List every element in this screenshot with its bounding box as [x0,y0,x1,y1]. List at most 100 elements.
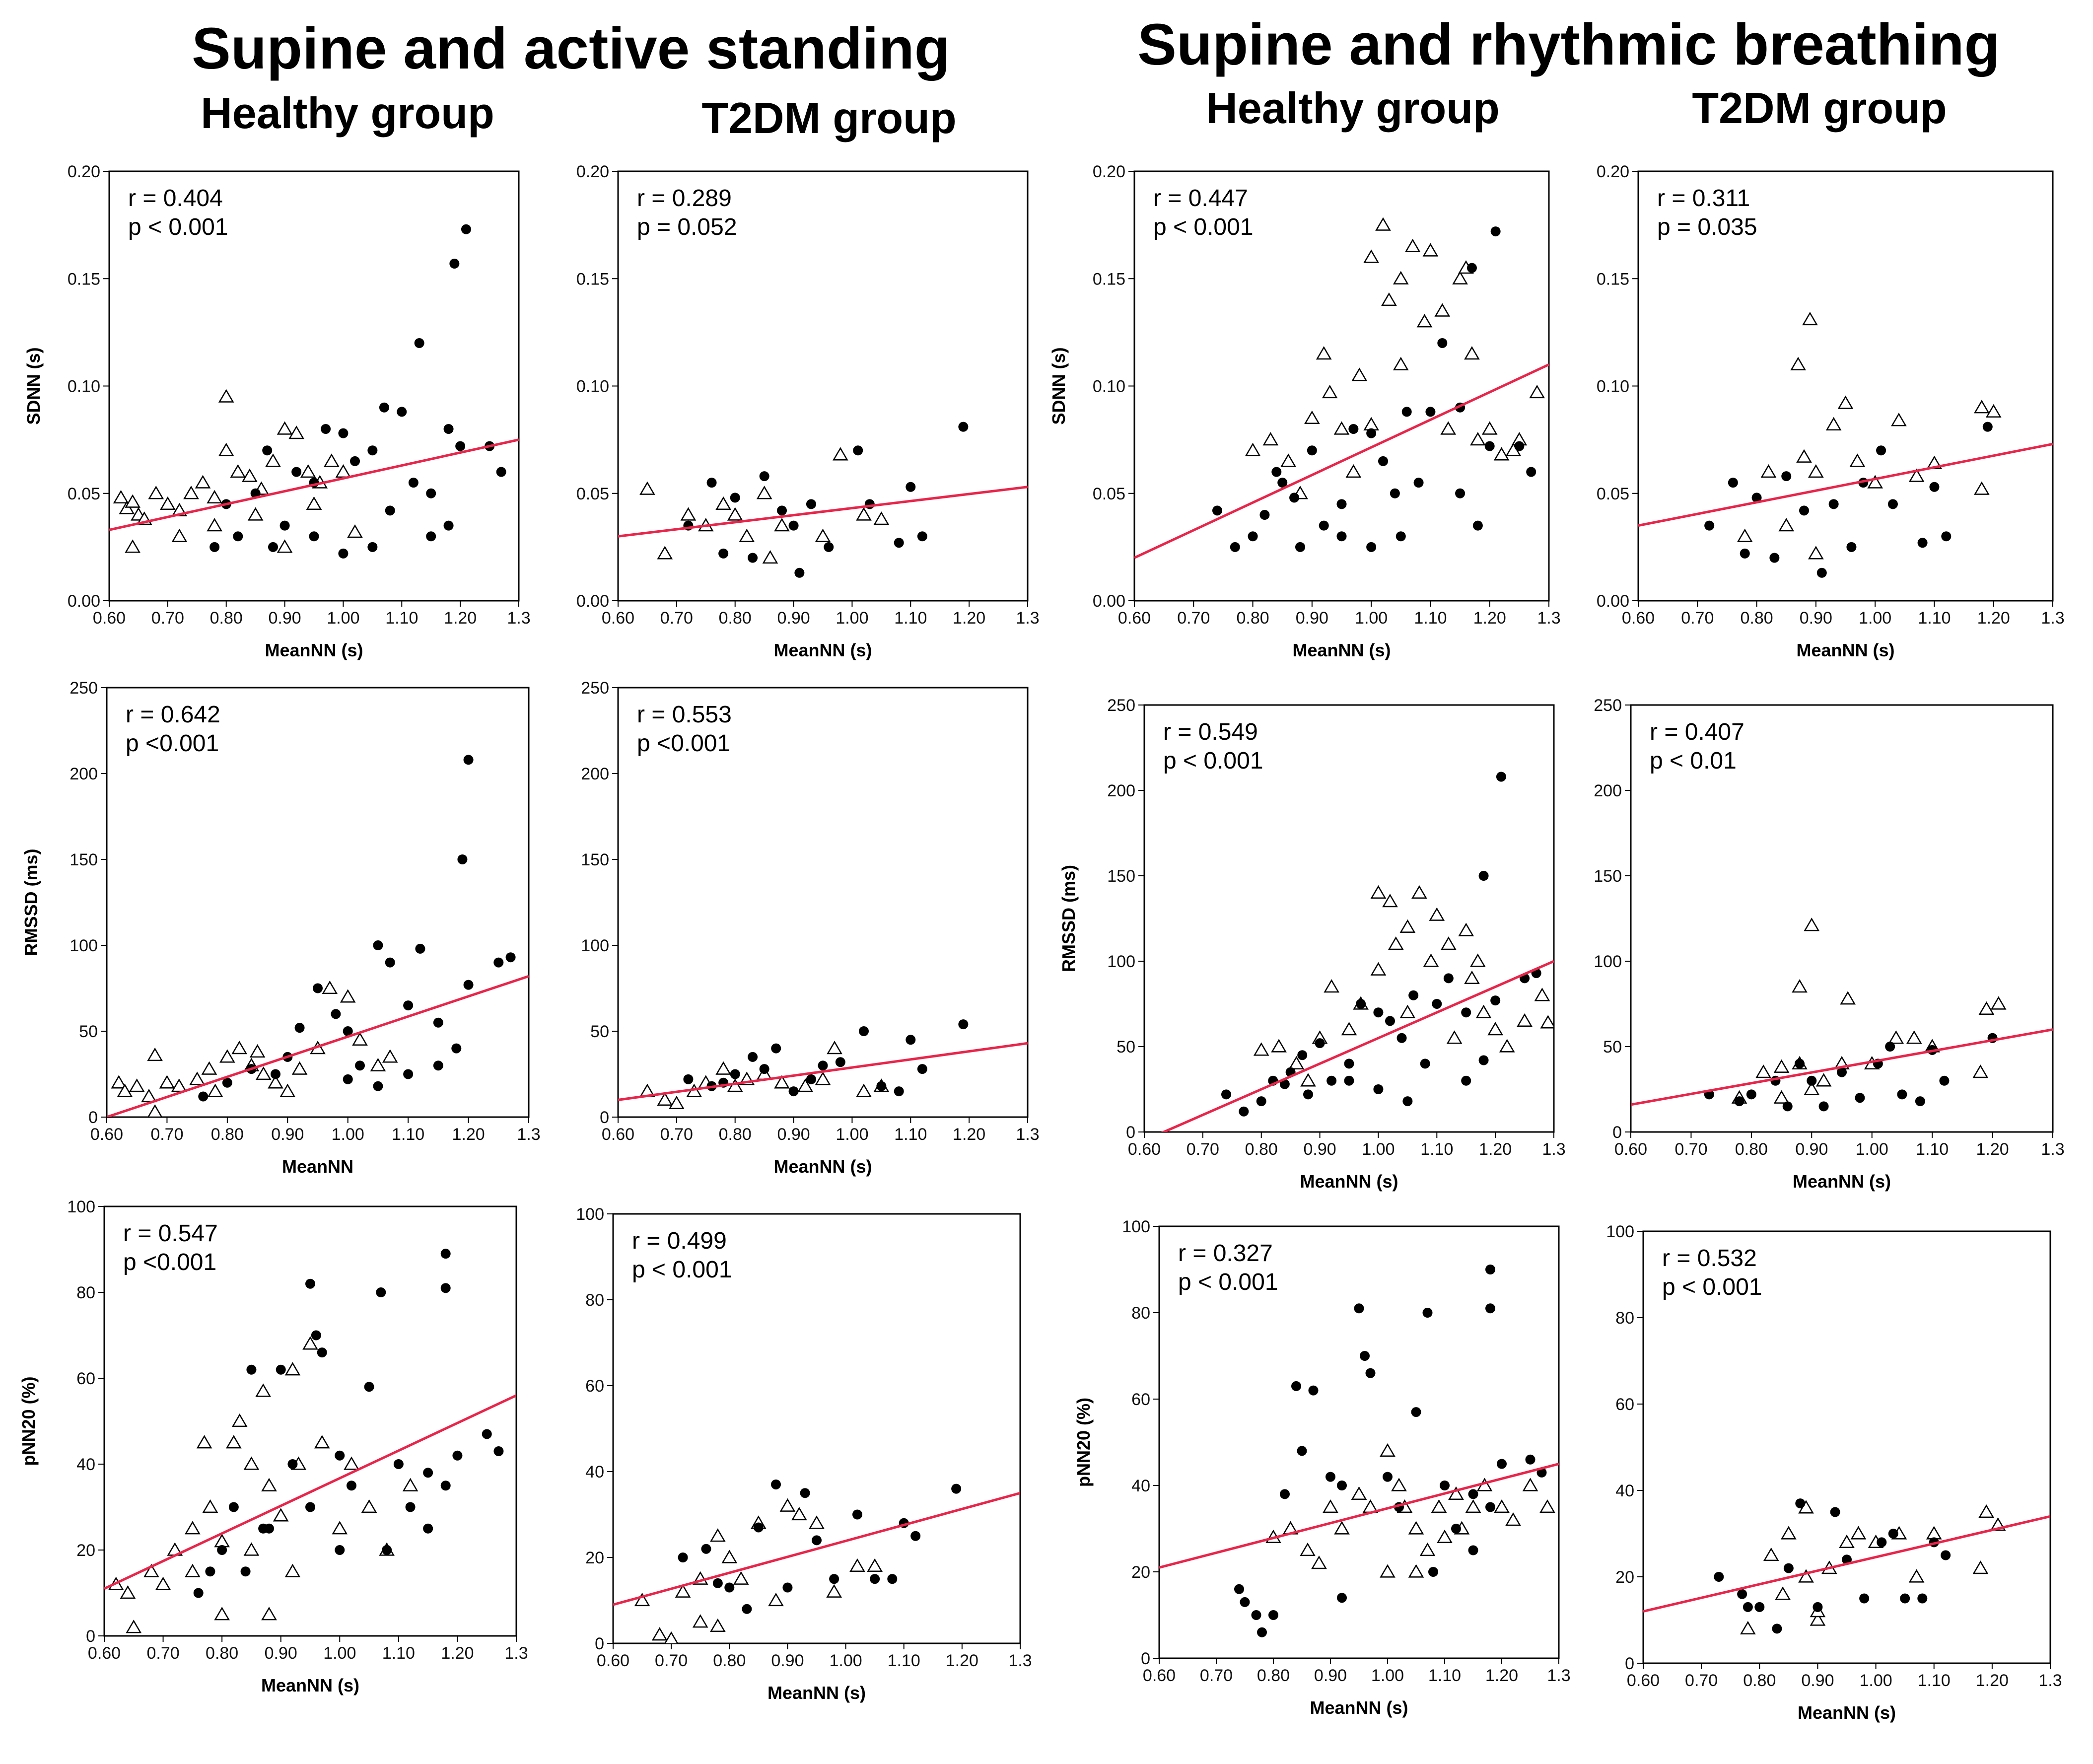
stat-text: p <0.001 [637,730,730,757]
plot-frame [103,1205,517,1637]
stat-text: r = 0.407 [1650,719,1744,745]
data-point-triangle [218,389,234,403]
data-point-triangle [261,1478,277,1491]
data-point-triangle [113,490,129,504]
data-point-triangle [291,1061,308,1075]
data-point-dot [403,1069,414,1079]
data-point-dot [1497,1459,1507,1469]
data-point-dot [1297,1050,1308,1060]
data-point-dot [1490,226,1501,237]
data-point-triangle [1494,1499,1510,1513]
x-tick-label: 0.60 [1143,1666,1176,1685]
data-point-triangle [739,528,755,542]
regression-line [1134,363,1549,559]
x-tick-label: 1.00 [1362,1140,1395,1159]
data-point-dot [910,1531,921,1541]
x-tick-label: 1.00 [836,1125,868,1144]
data-point-triangle [826,1584,842,1598]
data-point-dot [835,1057,845,1067]
data-point-dot [1900,1593,1910,1604]
regression-line [1638,442,2053,527]
data-point-triangle [1908,468,1925,482]
data-point-triangle [249,1044,266,1058]
y-tick-label: 100 [1594,952,1622,971]
data-point-triangle [218,442,234,456]
data-point-dot [294,1023,305,1033]
data-point-triangle [1304,410,1320,424]
data-point-triangle [277,421,293,435]
data-point-triangle [1529,384,1545,399]
data-point-triangle [265,453,281,467]
y-tick-label: 200 [581,765,609,783]
chart-panel: 0.60 0.70 0.80 0.90 1.00 1.10 1.20 1.3 0 50 100 150… [21,679,541,1177]
data-point-dot [449,258,460,269]
y-tick-label: 20 [76,1541,95,1560]
data-point-dot [1348,424,1359,434]
data-point-triangle [207,518,222,532]
data-point-dot [1396,1033,1407,1043]
data-point-triangle [657,546,673,560]
data-point-triangle [815,528,831,542]
data-point-triangle [1972,1064,1989,1078]
stat-text: p = 0.035 [1657,214,1757,240]
data-point-triangle [155,1576,171,1590]
data-point-triangle [202,1499,218,1513]
data-point-triangle [111,1075,127,1089]
data-point-dot [379,402,389,413]
y-tick-label: 200 [70,765,98,783]
data-point-triangle [1452,271,1468,284]
data-point-dot [748,553,758,563]
data-point-dot [1468,1545,1478,1555]
y-tick-label: 0.05 [1093,485,1125,503]
data-point-triangle [715,1061,731,1075]
x-tick-label: 1.3 [2038,1671,2062,1690]
x-tick-label: 1.10 [894,609,927,628]
data-point-triangle [1440,421,1457,435]
data-point-dot [806,1074,816,1084]
chart-panel: 0.60 0.70 0.80 0.90 1.00 1.10 1.20 1.3 0 20 40 60 80… [1073,1217,1571,1718]
data-point-dot [1440,1481,1450,1490]
data-point-dot [1888,1529,1898,1539]
left-healthy-group-title: Healthy group [201,88,494,138]
data-point-dot [350,456,360,466]
data-point-triangle [1539,1499,1555,1513]
data-point-triangle [1974,400,1990,414]
data-point-dot [1336,499,1347,509]
stat-text: r = 0.642 [126,702,220,728]
data-point-triangle [255,1066,272,1080]
data-point-dot [1277,478,1288,488]
y-tick-label: 0.15 [576,270,609,288]
chart-panel: 0.60 0.70 0.80 0.90 1.00 1.10 1.20 1.3 0 50 100 150… [1058,696,1566,1192]
data-point-dot [264,1523,274,1534]
data-point-dot [906,482,916,492]
data-point-triangle [1522,1478,1538,1491]
data-point-triangle [171,528,188,542]
x-axis-label: MeanNN (s) [1796,640,1894,660]
data-point-triangle [1470,432,1486,446]
y-tick-label: 100 [576,1205,604,1224]
x-tick-label: 1.00 [1859,609,1891,628]
data-point-dot [1525,1454,1535,1465]
data-point-dot [1828,499,1839,509]
y-tick-label: 50 [590,1022,609,1041]
points-group [111,755,516,1117]
data-point-triangle [242,468,258,482]
data-point-triangle [1423,953,1439,967]
data-point-triangle [774,1075,790,1089]
x-axis-label: MeanNN (s) [1798,1702,1896,1723]
data-point-triangle [402,1478,419,1491]
data-point-dot [1461,1007,1471,1018]
data-point-dot [1468,1489,1478,1499]
x-tick-label: 0.80 [1743,1671,1776,1690]
data-point-triangle [1458,922,1474,936]
y-tick-label: 50 [79,1022,98,1041]
stat-text: p < 0.001 [1153,214,1254,240]
data-point-dot [1754,1602,1765,1612]
data-point-dot [1239,1106,1249,1117]
data-point-dot [1303,1089,1313,1100]
regression-line [109,438,519,531]
x-tick-label: 1.3 [2041,609,2064,628]
data-point-triangle [214,1607,230,1621]
y-tick-label: 80 [1131,1304,1150,1323]
data-point-triangle [268,1075,283,1089]
